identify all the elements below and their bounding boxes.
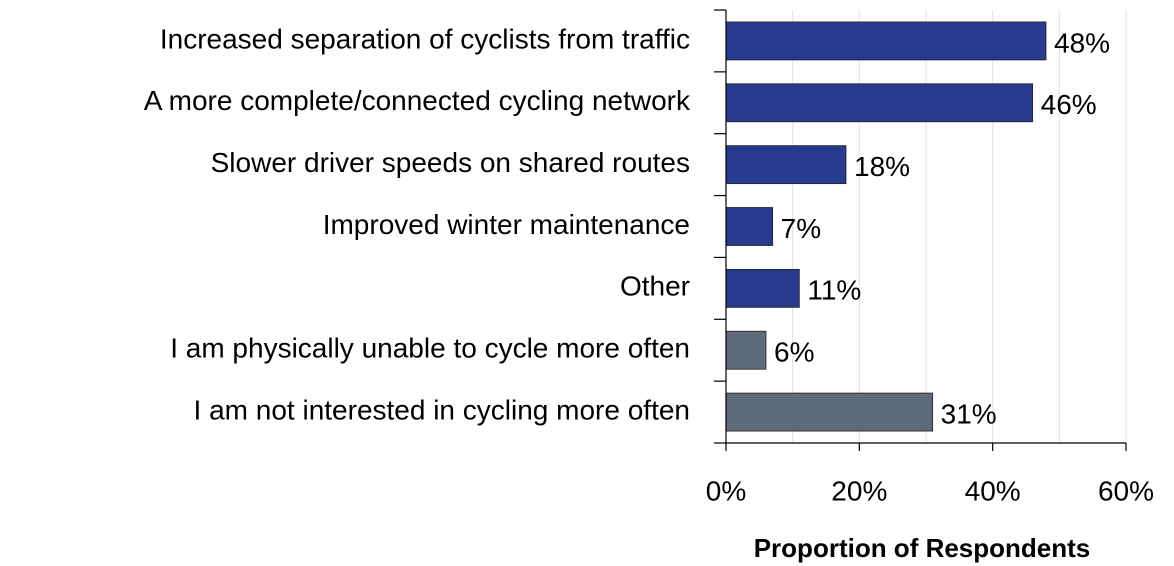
x-tick-label: 20% (831, 475, 887, 506)
category-label: I am physically unable to cycle more oft… (170, 333, 690, 364)
value-label: 46% (1041, 89, 1097, 120)
bar (725, 83, 1034, 123)
bar (725, 268, 800, 308)
value-label: 7% (781, 213, 821, 244)
category-label: I am not interested in cycling more ofte… (194, 394, 690, 425)
value-label: 11% (807, 275, 861, 306)
category-label: Slower driver speeds on shared routes (211, 147, 690, 178)
x-tick-label: 40% (965, 475, 1021, 506)
bar (725, 145, 847, 185)
bar (725, 207, 774, 246)
category-label: Increased separation of cyclists from tr… (160, 23, 690, 54)
x-tick-label: 60% (1098, 475, 1154, 506)
category-label: Other (620, 271, 690, 302)
value-label: 6% (774, 337, 814, 368)
category-label: Improved winter maintenance (323, 209, 690, 240)
bar (725, 330, 767, 370)
category-label: A more complete/connected cycling networ… (144, 85, 691, 116)
value-label: 48% (1054, 27, 1110, 58)
value-label: 31% (941, 398, 997, 429)
bar (725, 21, 1047, 61)
x-axis-label: Proportion of Respondents (754, 533, 1091, 563)
x-tick-label: 0% (706, 475, 746, 506)
value-label: 18% (854, 151, 910, 182)
bar (725, 392, 934, 432)
